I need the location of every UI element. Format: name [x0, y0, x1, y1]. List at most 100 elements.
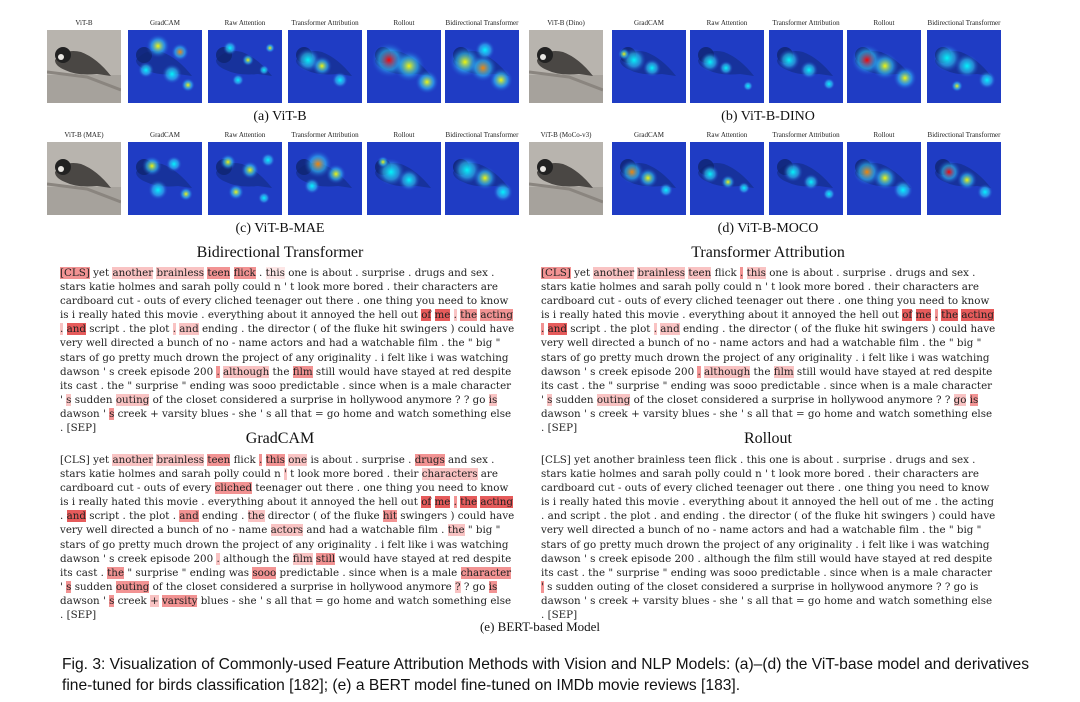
token: considered [701, 393, 759, 406]
token: ending [201, 510, 238, 523]
token: are [961, 468, 979, 481]
token: hell [859, 309, 879, 322]
token: outing [115, 580, 150, 593]
token: since [829, 379, 857, 392]
token: . [934, 309, 938, 322]
token: " [467, 337, 473, 350]
token: would [338, 365, 371, 378]
token: stars [60, 281, 86, 294]
token: of [650, 482, 661, 495]
token: predictable [279, 566, 340, 579]
token: sooo [733, 566, 758, 579]
token: drown [666, 538, 700, 551]
token: their [874, 468, 900, 481]
token: s [266, 594, 272, 607]
token: the [221, 351, 239, 364]
token: sex [470, 267, 488, 279]
token: although [704, 552, 751, 565]
token: s [590, 594, 596, 607]
panel-title: GradCAM [150, 19, 180, 27]
token: cut [598, 295, 615, 308]
token: no [215, 337, 229, 350]
token: . [100, 566, 104, 579]
token: i [430, 351, 434, 364]
token: i [552, 496, 557, 509]
token: drown [666, 351, 700, 364]
token: swingers [400, 510, 448, 523]
token: like [408, 351, 428, 364]
token: know [480, 295, 509, 308]
heatmap-image [690, 30, 764, 103]
token: predictable [760, 379, 821, 392]
token: everything [688, 496, 745, 509]
token: you [416, 482, 435, 495]
token: originality [798, 351, 853, 364]
token: home [342, 407, 372, 420]
token: . [374, 538, 378, 551]
token: stayed [882, 365, 917, 378]
panel-title: GradCAM [634, 19, 664, 27]
token: actors [270, 524, 304, 537]
token: = [314, 407, 324, 420]
token: another [112, 454, 154, 466]
token: holmes [599, 281, 637, 294]
token: could [457, 510, 487, 523]
token: would [819, 365, 852, 378]
token: . [241, 323, 245, 336]
token: . [172, 323, 177, 336]
token: teenager [736, 482, 784, 495]
token: much [634, 538, 664, 551]
token: could [457, 323, 487, 336]
token: . [837, 482, 842, 495]
token: t [290, 281, 295, 294]
token: and [855, 407, 876, 420]
token: [CLS] [541, 267, 571, 279]
token: outs [624, 482, 648, 495]
token: the [165, 580, 183, 593]
token: . [355, 454, 359, 466]
token: swingers [400, 323, 448, 336]
token: . [837, 295, 842, 308]
token: this [746, 267, 766, 279]
token: since [829, 566, 857, 579]
token: everything [207, 309, 264, 322]
heatmap-image [769, 30, 843, 103]
token: directed [591, 524, 636, 537]
token: katie [89, 468, 115, 481]
token: out [305, 482, 323, 495]
heatmap-image [128, 142, 202, 215]
token: the [941, 309, 959, 322]
token: ) [450, 510, 455, 523]
token: and [66, 510, 86, 523]
token: since [348, 379, 376, 392]
token: and [547, 510, 567, 523]
token: cast [76, 566, 98, 579]
token: is [60, 496, 69, 509]
token: another [593, 454, 635, 466]
token: all [274, 407, 288, 420]
token: s [66, 580, 72, 593]
token: ' [740, 594, 744, 607]
heatmap-image [208, 30, 282, 103]
token: that [771, 407, 793, 420]
token: big [956, 337, 974, 350]
token: . [823, 379, 827, 392]
token: fluke [834, 323, 861, 336]
token: name [719, 337, 749, 350]
token: bored [353, 468, 384, 481]
token: a [638, 337, 645, 350]
token: the [941, 496, 959, 509]
token: outs [624, 295, 648, 308]
token: well [85, 524, 108, 537]
token: the [221, 538, 239, 551]
token: . [697, 365, 701, 378]
token: . [100, 379, 104, 392]
token: . [740, 454, 744, 466]
token: s [109, 365, 115, 378]
token: of [633, 393, 644, 406]
token: flick [714, 454, 737, 466]
token: teen [688, 267, 712, 279]
token: s [547, 580, 553, 593]
token: . [867, 468, 872, 481]
token: the [358, 496, 376, 509]
